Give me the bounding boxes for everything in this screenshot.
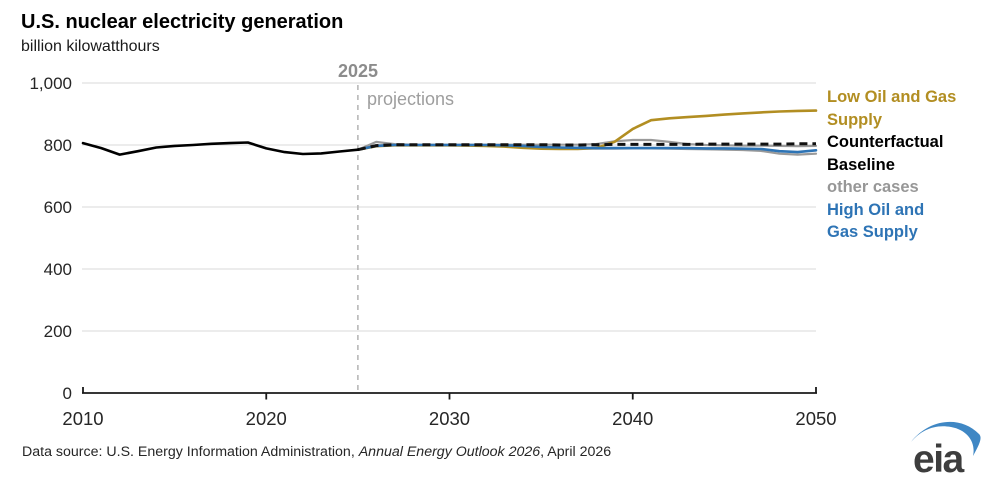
- x-tick-label-2040: 2040: [612, 408, 653, 429]
- x-tick-label-2030: 2030: [429, 408, 470, 429]
- projections-label: projections: [367, 89, 455, 109]
- chart-plot-area: 0 200 400 600 800 1,000 2010 2020 2030 2040 2050: [29, 74, 836, 429]
- data-source-note: Data source: U.S. Energy Information Adm…: [22, 444, 611, 460]
- x-tick-label-2020: 2020: [246, 408, 287, 429]
- eia-logo-text: eia: [913, 438, 965, 479]
- y-tick-label-0: 0: [63, 384, 72, 403]
- series-line-high-oil-and-gas-supply: [356, 143, 818, 154]
- eia-logo: eia: [911, 421, 981, 479]
- y-tick-label-1000: 1,000: [29, 74, 72, 93]
- data-source-suffix: , April 2026: [540, 444, 612, 460]
- x-tick-label-2050: 2050: [795, 408, 836, 429]
- legend-item-high-oil-gas-supply: High Oil and Gas Supply: [827, 200, 925, 242]
- chart-title: U.S. nuclear electricity generation: [21, 11, 344, 33]
- series-line-counterfactual-baseline: [357, 142, 816, 152]
- legend-item-low-oil-gas-supply: Low Oil and Gas Supply: [827, 88, 957, 129]
- y-tick-label-400: 400: [44, 260, 72, 279]
- y-tick-label-600: 600: [44, 198, 72, 217]
- data-source-publication: Annual Energy Outlook 2026: [358, 444, 541, 460]
- series-line-history: [81, 141, 360, 156]
- legend-item-counterfactual-baseline: Counterfactual Baseline: [827, 133, 944, 174]
- chart-subtitle: billion kilowatthours: [21, 38, 160, 55]
- eia-logo-swoosh-icon: [911, 421, 981, 456]
- y-tick-label-200: 200: [44, 322, 72, 341]
- chart-legend: Low Oil and Gas Supply Counterfactual Ba…: [827, 86, 1000, 244]
- y-tick-label-800: 800: [44, 136, 72, 155]
- divider-year-label: 2025: [337, 61, 379, 81]
- x-tick-label-2010: 2010: [62, 408, 103, 429]
- data-source-prefix: Data source: U.S. Energy Information Adm…: [22, 444, 359, 460]
- legend-item-other-cases: other cases: [827, 178, 919, 196]
